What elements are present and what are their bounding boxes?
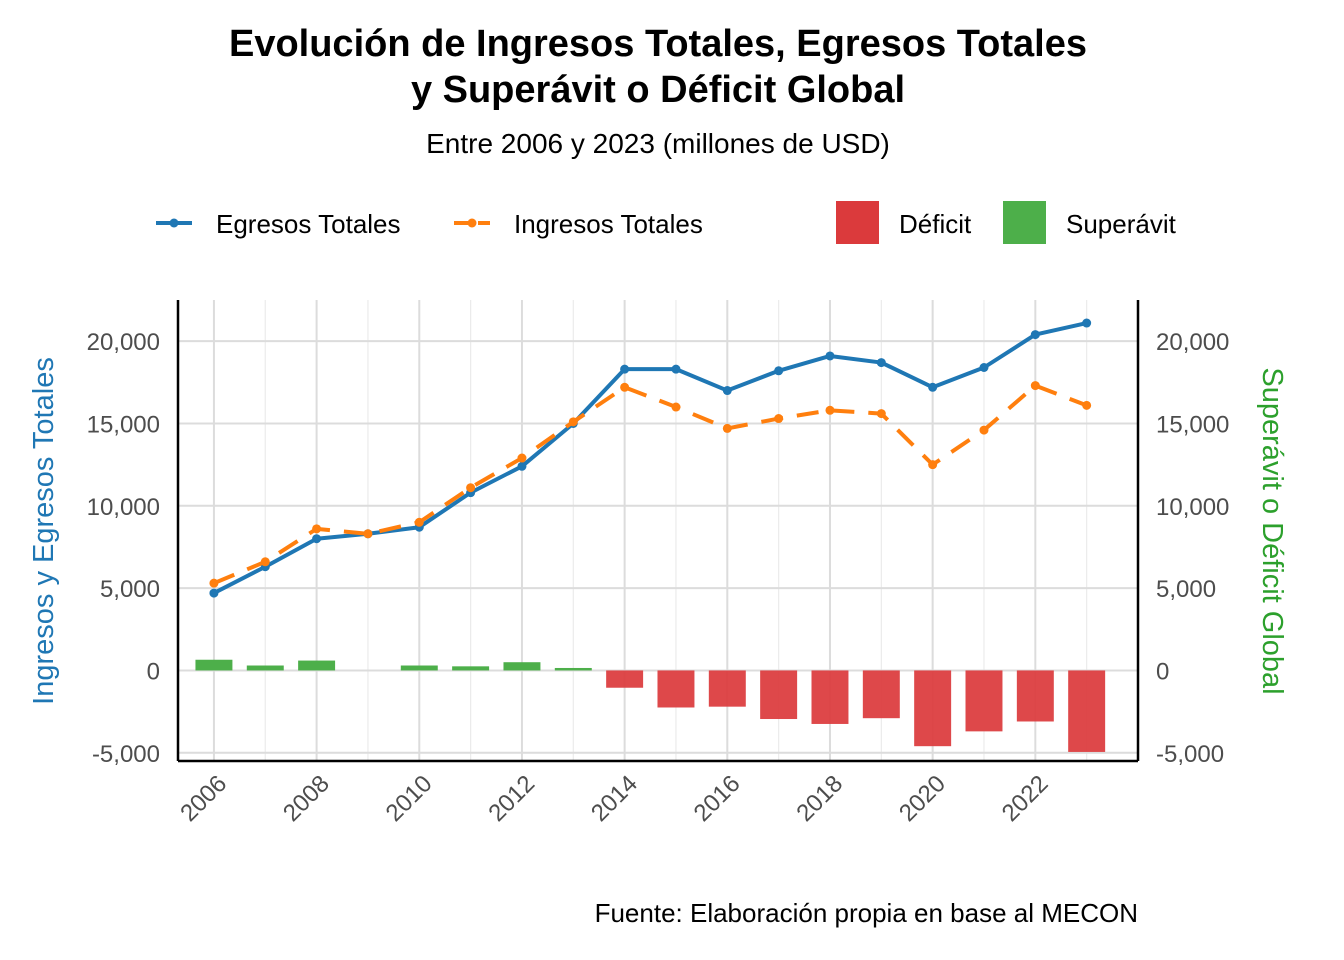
bar-deficit — [1016, 670, 1054, 722]
chart-caption: Fuente: Elaboración propia en base al ME… — [594, 898, 1138, 928]
y-tick-label-left: 5,000 — [100, 576, 160, 603]
point-egresos — [876, 358, 886, 368]
legend-deficit-swatch — [836, 201, 879, 244]
point-egresos — [825, 351, 835, 361]
y-tick-label-left: 0 — [147, 658, 160, 685]
series-lines — [209, 318, 1092, 598]
bar-superavit — [400, 665, 438, 671]
legend-superavit-label: Superávit — [1066, 209, 1177, 239]
bar-deficit — [811, 670, 849, 724]
balance-bars — [195, 659, 1106, 752]
chart-title-line-2: y Superávit o Déficit Global — [410, 69, 906, 111]
point-egresos — [928, 382, 938, 392]
series-line-ingresos — [213, 383, 1088, 586]
point-egresos — [620, 364, 630, 374]
point-ingresos — [517, 453, 527, 463]
legend-ingresos-label: Ingresos Totales — [514, 209, 703, 239]
point-ingresos — [1030, 381, 1040, 391]
bar-superavit — [246, 665, 284, 671]
point-ingresos — [928, 460, 938, 470]
bar-deficit — [657, 670, 695, 708]
bar-superavit — [554, 667, 592, 671]
legend-egresos-label: Egresos Totales — [216, 209, 401, 239]
point-egresos — [517, 461, 527, 471]
point-ingresos — [568, 417, 578, 427]
point-ingresos — [620, 382, 630, 392]
y-tick-label-right: 5,000 — [1156, 576, 1216, 603]
x-tick-label: 2006 — [175, 770, 232, 827]
x-tick-label: 2016 — [689, 770, 746, 827]
point-egresos — [671, 364, 681, 374]
legend-deficit-label: Déficit — [899, 209, 972, 239]
bar-deficit — [760, 670, 798, 720]
point-ingresos — [671, 402, 681, 412]
point-egresos — [1030, 330, 1040, 340]
y-axis-title-right: Superávit o Déficit Global — [1256, 367, 1288, 694]
x-tick-label: 2020 — [894, 770, 951, 827]
bar-superavit — [298, 660, 336, 671]
point-ingresos — [1082, 400, 1092, 410]
legend-ingresos-marker — [467, 218, 477, 228]
x-tick-label: 2008 — [278, 770, 335, 827]
chart-title-line-1: Evolución de Ingresos Totales, Egresos T… — [228, 23, 1088, 65]
point-ingresos — [979, 425, 989, 435]
point-ingresos — [260, 557, 270, 567]
y-tick-label-right: 20,000 — [1156, 329, 1229, 356]
x-tick-label: 2010 — [381, 770, 438, 827]
series-line-egresos — [213, 321, 1088, 595]
bar-deficit — [708, 670, 746, 707]
bar-superavit — [195, 659, 233, 671]
y-tick-label-right: 10,000 — [1156, 494, 1229, 521]
point-ingresos — [722, 423, 732, 433]
point-egresos — [979, 363, 989, 373]
x-tick-label: 2022 — [997, 770, 1054, 827]
point-ingresos — [209, 578, 219, 588]
y-tick-label-right: -5,000 — [1156, 741, 1224, 768]
point-ingresos — [876, 409, 886, 419]
bar-deficit — [862, 670, 900, 719]
point-ingresos — [312, 524, 322, 534]
chart-subtitle: Entre 2006 y 2023 (millones de USD) — [426, 128, 890, 159]
bar-deficit — [606, 670, 644, 688]
point-ingresos — [363, 529, 373, 539]
point-ingresos — [466, 483, 476, 493]
bar-deficit — [1068, 670, 1106, 752]
point-egresos — [312, 534, 322, 544]
x-tick-label: 2014 — [586, 770, 643, 827]
point-ingresos — [825, 405, 835, 415]
y-tick-label-left: -5,000 — [92, 741, 160, 768]
y-axis-title-left: Ingresos y Egresos Totales — [28, 357, 60, 705]
x-tick-label: 2018 — [791, 770, 848, 827]
y-tick-label-left: 10,000 — [87, 494, 160, 521]
bar-deficit — [965, 670, 1003, 732]
y-tick-label-right: 15,000 — [1156, 411, 1229, 438]
y-tick-label-right: 0 — [1156, 658, 1169, 685]
point-egresos — [1082, 318, 1092, 328]
bar-superavit — [503, 662, 541, 671]
point-ingresos — [774, 414, 784, 424]
y-tick-label-left: 15,000 — [87, 411, 160, 438]
bar-superavit — [452, 666, 490, 671]
point-egresos — [774, 366, 784, 376]
legend: Egresos Totales Ingresos Totales Déficit… — [156, 201, 1177, 244]
legend-egresos-marker — [169, 218, 179, 228]
point-egresos — [209, 588, 219, 598]
legend-superavit-swatch — [1003, 201, 1046, 244]
point-egresos — [722, 386, 732, 396]
y-tick-label-left: 20,000 — [87, 329, 160, 356]
point-ingresos — [414, 517, 424, 527]
x-tick-label: 2012 — [483, 770, 540, 827]
bar-deficit — [914, 670, 952, 747]
